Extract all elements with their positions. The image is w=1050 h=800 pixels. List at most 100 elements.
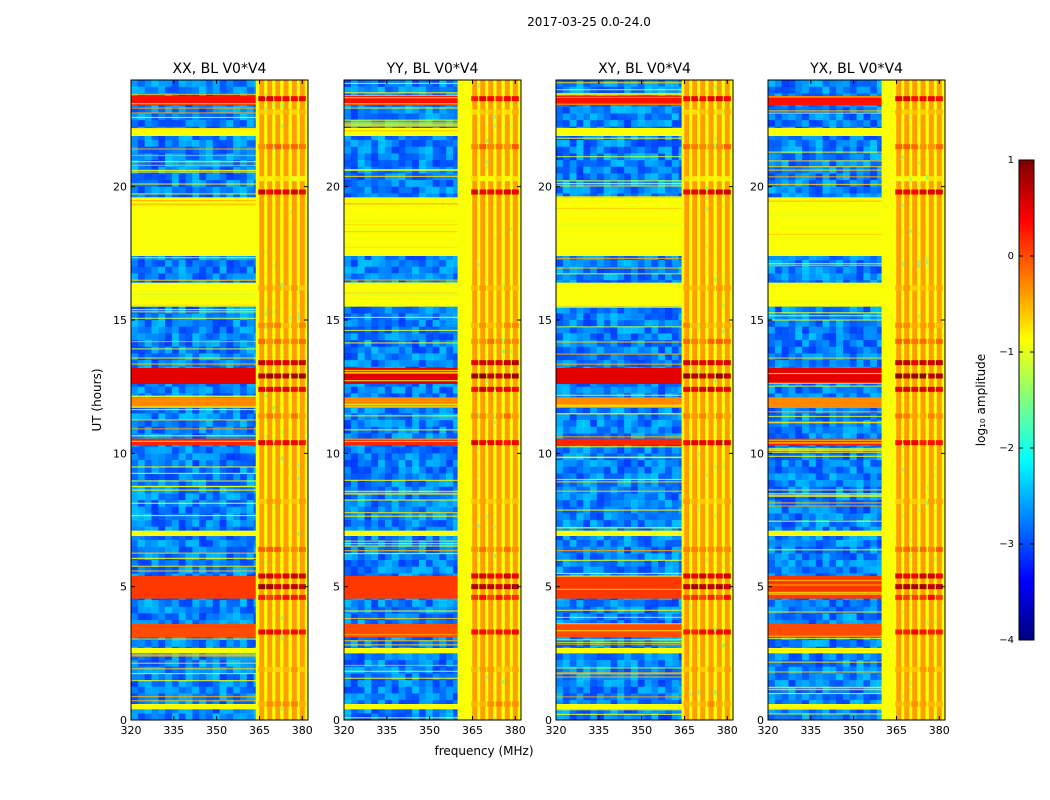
heatmap-cell [446, 606, 454, 614]
rfi-hotspot [290, 573, 298, 579]
heatmap-cell [178, 560, 186, 568]
heatmap-cell [199, 673, 207, 681]
heatmap-cell [418, 153, 427, 161]
heatmap-cell [199, 133, 207, 141]
heatmap-cell [446, 620, 454, 628]
rfi-gap-block [272, 406, 275, 411]
heatmap-cell [185, 673, 193, 681]
heatmap-cell [446, 420, 454, 428]
heatmap-cell [364, 320, 372, 328]
heatmap-cell [425, 86, 433, 94]
heatmap-cell [378, 606, 386, 614]
heatmap-cell [199, 306, 207, 314]
heatmap-cell [185, 526, 193, 534]
heatmap-cell [226, 613, 234, 621]
heatmap-cell [344, 453, 352, 461]
heatmap-cell [178, 120, 186, 128]
heatmap-cell [226, 566, 234, 574]
heatmap-cell [165, 446, 173, 454]
heatmap-cell [405, 406, 413, 414]
heatmap-cell [151, 453, 159, 461]
heatmap-cell [192, 466, 200, 474]
heatmap-cell [158, 353, 166, 361]
heatmap-cell [219, 560, 227, 568]
heatmap-cell [212, 553, 220, 561]
rfi-hotspot [274, 573, 282, 579]
heatmap-cell [425, 566, 433, 574]
heatmap-cell [364, 566, 372, 574]
rfi-hotspot [258, 546, 266, 552]
heatmap-cell [199, 266, 207, 274]
heatmap-cell [205, 713, 214, 720]
heatmap-cell [219, 620, 227, 628]
heatmap-cell [137, 386, 146, 394]
heatmap-cell [412, 273, 420, 281]
x-tick-label: 335 [163, 724, 184, 737]
rfi-hotspot [298, 189, 306, 195]
rfi-line [131, 107, 308, 109]
heatmap-cell [357, 413, 365, 421]
heatmap-cell [357, 180, 365, 188]
rfi-line [131, 202, 308, 205]
heatmap-cell [357, 406, 365, 414]
heatmap-cell [432, 506, 440, 514]
rfi-hotspot [290, 629, 298, 635]
heatmap-cell [171, 493, 180, 501]
heatmap-cell [398, 533, 406, 541]
rfi-gap-block [297, 558, 300, 563]
heatmap-cell [212, 600, 220, 608]
rfi-line [131, 169, 308, 172]
heatmap-cell [137, 540, 146, 548]
heatmap-cell [364, 493, 372, 501]
heatmap-cell [239, 420, 248, 428]
heatmap-cell [233, 273, 241, 281]
rfi-line [131, 668, 308, 670]
rfi-hotspot [282, 322, 290, 328]
heatmap-cell [398, 273, 406, 281]
heatmap-cell [398, 433, 406, 441]
heatmap-cell [350, 413, 359, 421]
heatmap-cell [131, 313, 139, 321]
heatmap-cell [219, 313, 227, 321]
heatmap-cell [144, 86, 152, 94]
heatmap-cell [350, 513, 359, 521]
heatmap-cell [205, 413, 214, 421]
heatmap-cell [357, 266, 365, 274]
heatmap-cell [246, 426, 255, 434]
heatmap-cell [185, 253, 193, 261]
heatmap-cell [233, 106, 241, 114]
heatmap-cell [391, 480, 399, 488]
rfi-gap-block [272, 438, 275, 443]
heatmap-cell [226, 533, 234, 541]
rfi-hotspot [298, 386, 306, 392]
heatmap-cell [391, 486, 399, 494]
heatmap-cell [185, 80, 193, 88]
heatmap-cell [378, 106, 386, 114]
heatmap-cell [246, 186, 255, 194]
heatmap-cell [158, 680, 166, 688]
rfi-hotspot [282, 584, 290, 590]
heatmap-cell [137, 186, 146, 194]
heatmap-cell [350, 346, 359, 354]
heatmap-cell [432, 620, 440, 628]
heatmap-cell [425, 140, 433, 148]
heatmap-cell [446, 640, 454, 648]
heatmap-cell [233, 453, 241, 461]
heatmap-cell [233, 673, 241, 681]
heatmap-cell [246, 713, 255, 720]
heatmap-cell [212, 473, 220, 481]
heatmap-cell [371, 553, 379, 561]
heatmap-cell [439, 86, 447, 94]
heatmap-cell [165, 153, 173, 161]
heatmap-cell [219, 520, 227, 528]
heatmap-cell [233, 460, 241, 468]
rfi-hotspot [274, 373, 282, 379]
heatmap-cell [219, 80, 227, 88]
heatmap-cell [371, 193, 379, 201]
heatmap-cell [452, 266, 461, 274]
heatmap-cell [384, 406, 393, 414]
heatmap-cell [226, 706, 234, 714]
heatmap-cell [226, 653, 234, 661]
heatmap-cell [239, 346, 248, 354]
